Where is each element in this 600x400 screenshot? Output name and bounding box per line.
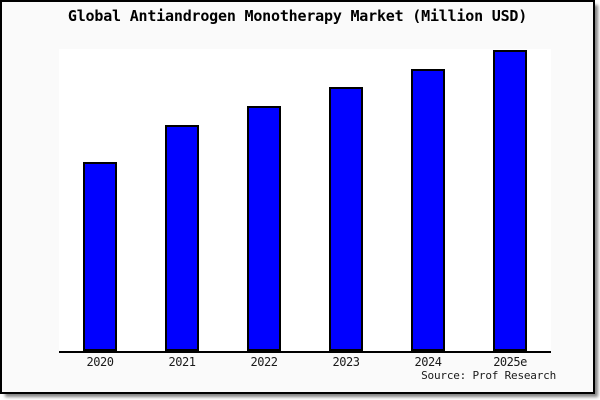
bar-2023	[329, 86, 363, 351]
chart-title: Global Antiandrogen Monotherapy Market (…	[67, 7, 528, 25]
bar-2020	[83, 161, 117, 351]
x-tick-label-2025e: 2025e	[493, 355, 527, 369]
bar-slot-2021	[141, 49, 223, 351]
bar-slot-2020	[59, 49, 141, 351]
bar-slot-2025e	[469, 49, 551, 351]
bar-2025e	[493, 49, 527, 351]
plot-area	[59, 49, 551, 353]
bar-2021	[165, 124, 199, 351]
bar-2022	[247, 105, 281, 351]
source-note: Source: Prof Research	[421, 369, 556, 382]
x-tick-label-2022: 2022	[250, 355, 278, 369]
bar-slot-2022	[223, 49, 305, 351]
x-tick-label-2023: 2023	[332, 355, 360, 369]
x-axis: 2020 2021 2022 2023 2024 2025e	[59, 356, 551, 369]
x-tick-label-2024: 2024	[414, 355, 442, 369]
chart-panel: Global Antiandrogen Monotherapy Market (…	[0, 0, 595, 394]
x-tick-label-2021: 2021	[168, 355, 196, 369]
bar-slot-2023	[305, 49, 387, 351]
x-tick-label-2020: 2020	[86, 355, 114, 369]
bar-2024	[411, 69, 445, 351]
bar-slot-2024	[387, 49, 469, 351]
